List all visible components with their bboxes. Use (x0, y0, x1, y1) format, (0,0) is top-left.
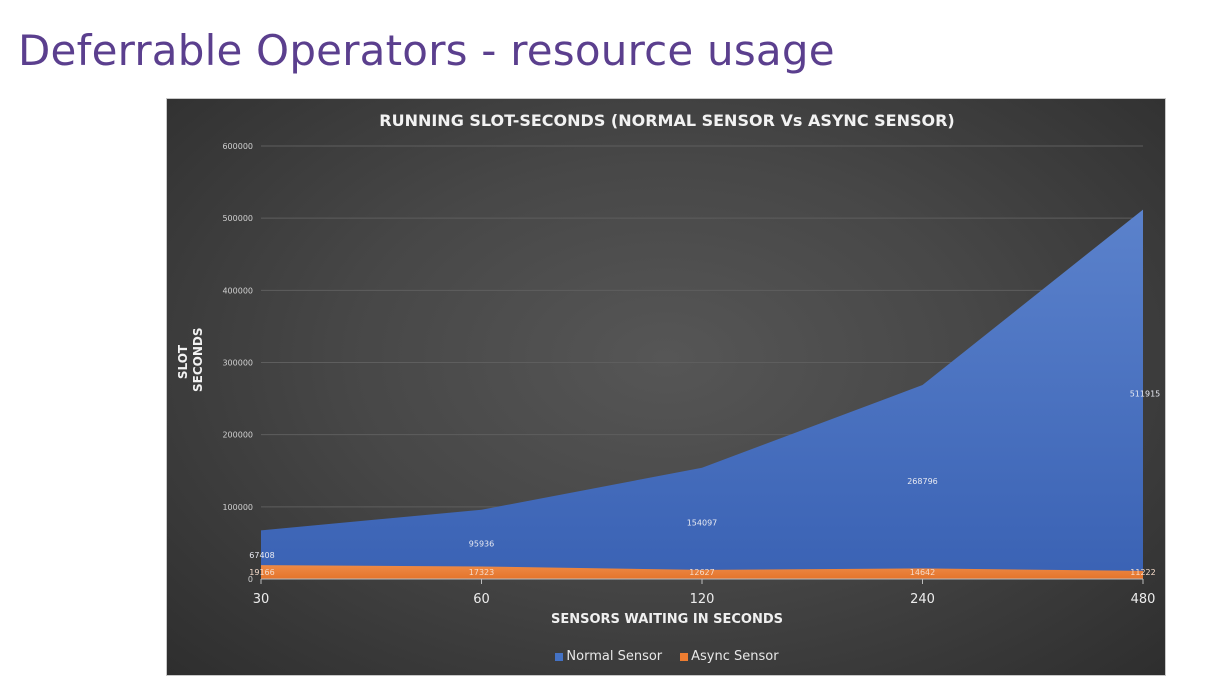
legend-label: Async Sensor (691, 649, 779, 664)
data-label-normal: 154097 (687, 518, 718, 527)
chart-title: RUNNING SLOT-SECONDS (NORMAL SENSOR Vs A… (379, 111, 955, 130)
x-tick-label: 120 (690, 592, 715, 607)
data-label-normal: 511915 (1130, 389, 1161, 398)
y-tick-label: 400000 (222, 286, 253, 295)
x-tick-label: 480 (1131, 592, 1156, 607)
legend-swatch-async-icon (680, 652, 689, 661)
x-tick-label: 30 (253, 592, 270, 607)
y-tick-label: 200000 (222, 431, 253, 440)
y-axis-title-line-1: SLOT (176, 344, 190, 380)
data-labels: 67408 95936 154097 268796 511915 19166 17323 12… (249, 389, 1160, 577)
chart-plot-area: 67408 95936 154097 268796 511915 19166 17323 12… (222, 142, 1160, 607)
data-label-async: 19166 (249, 568, 274, 577)
x-axis-title: SENSORS WAITING IN SECONDS (551, 612, 783, 627)
series-areas (261, 209, 1143, 580)
data-label-async: 14642 (910, 568, 935, 577)
data-label-normal: 95936 (469, 539, 494, 548)
data-label-async: 12627 (689, 568, 714, 577)
legend: Normal Sensor Async Sensor (167, 649, 1167, 664)
y-tick-label: 500000 (222, 214, 253, 223)
y-tick-label: 0 (248, 575, 253, 584)
area-async-sensor (261, 565, 1143, 579)
axes: 0 100000 200000 300000 400000 500000 600000 30 6… (222, 142, 1155, 607)
slide-title: Deferrable Operators - resource usage (18, 26, 835, 75)
x-tick-label: 240 (910, 592, 935, 607)
chart: 67408 95936 154097 268796 511915 19166 17323 12… (166, 98, 1166, 676)
y-tick-label: 100000 (222, 503, 253, 512)
x-tick-label: 60 (473, 592, 490, 607)
legend-item-normal-sensor[interactable]: Normal Sensor (555, 649, 662, 664)
y-tick-label: 300000 (222, 359, 253, 368)
data-label-async: 11222 (1130, 568, 1155, 577)
y-tick-label: 600000 (222, 142, 253, 151)
data-label-async: 17323 (469, 568, 494, 577)
legend-item-async-sensor[interactable]: Async Sensor (680, 649, 779, 664)
legend-swatch-normal-icon (555, 652, 564, 661)
y-axis-title: SLOT SECONDS (176, 327, 226, 393)
legend-label: Normal Sensor (566, 649, 663, 664)
data-label-normal: 67408 (249, 551, 274, 560)
data-label-normal: 268796 (907, 477, 938, 486)
area-normal-sensor (261, 209, 1143, 580)
y-axis-title-line-2: SECONDS (191, 327, 205, 393)
